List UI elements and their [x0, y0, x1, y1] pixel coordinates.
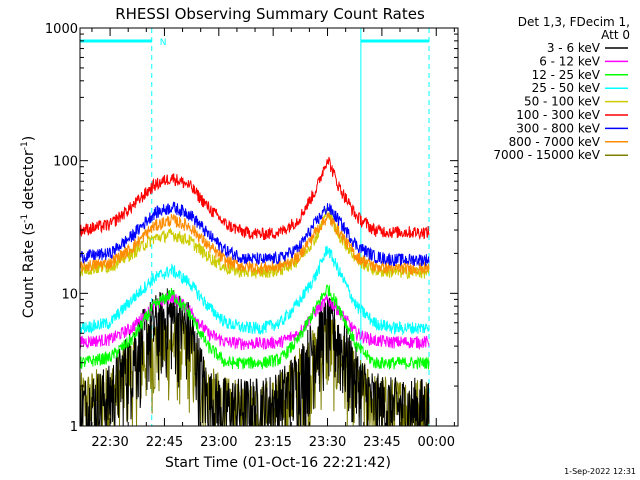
legend-label-0: 3 - 6 keV: [547, 41, 601, 55]
series-line-3: [79, 245, 430, 336]
y-axis-label-part1: Count Rate (s: [21, 223, 37, 318]
series-line-5: [79, 156, 430, 241]
legend-label-1: 6 - 12 keV: [539, 54, 601, 68]
x-tick-label-0: 22:30: [91, 435, 128, 450]
legend-label-2: 12 - 25 keV: [532, 68, 601, 82]
series-line-2: [79, 283, 430, 370]
legend-label-6: 300 - 800 keV: [516, 121, 600, 135]
x-tick-label-6: 00:00: [418, 435, 455, 450]
y-axis-label-part2: detector: [21, 150, 37, 214]
legend-label-7: 800 - 7000 keV: [509, 135, 601, 149]
x-tick-label-5: 23:45: [363, 435, 400, 450]
x-axis-label: Start Time (01-Oct-16 22:21:42): [165, 455, 391, 471]
legend-label-4: 50 - 100 keV: [524, 95, 601, 109]
series-line-1: [79, 292, 430, 351]
x-tick-label-1: 22:45: [146, 435, 183, 450]
series-line-6: [79, 201, 430, 267]
y-tick-label-0: 1: [70, 420, 78, 435]
legend-label-5: 100 - 300 keV: [516, 108, 600, 122]
series-line-0: [79, 288, 430, 427]
plot-frame: [79, 27, 459, 427]
series-lines: [79, 156, 430, 427]
y-axis-label-part3: ): [21, 136, 37, 141]
series-line-7: [79, 211, 430, 275]
y-tick-label-1: 10: [61, 287, 78, 302]
night-label: N: [160, 38, 167, 48]
series-line-4: [79, 207, 430, 280]
y-axis-label-sup2: -1: [20, 141, 30, 150]
legend-header-line2: Att 0: [601, 28, 630, 42]
x-tick-label-2: 23:00: [200, 435, 237, 450]
x-tick-label-4: 23:30: [309, 435, 346, 450]
legend-label-8: 7000 - 15000 keV: [493, 148, 600, 162]
y-axis-label-sup1: -1: [20, 214, 30, 223]
chart-title: RHESSI Observing Summary Count Rates: [115, 5, 425, 23]
axes: 1 10 100 1000 22:30 22:45 23:00 23:15 23:30 23:45…: [45, 22, 458, 450]
y-tick-label-3: 1000: [45, 22, 78, 37]
legend-label-3: 25 - 50 keV: [532, 81, 601, 95]
y-axis-label: Count Rate (s-1 detector-1): [20, 136, 37, 318]
x-tick-label-3: 23:15: [254, 435, 291, 450]
y-tick-label-2: 100: [53, 155, 78, 170]
legend-header-line1: Det 1,3, FDecim 1,: [518, 15, 630, 29]
generation-timestamp: 1-Sep-2022 12:31: [564, 467, 636, 476]
